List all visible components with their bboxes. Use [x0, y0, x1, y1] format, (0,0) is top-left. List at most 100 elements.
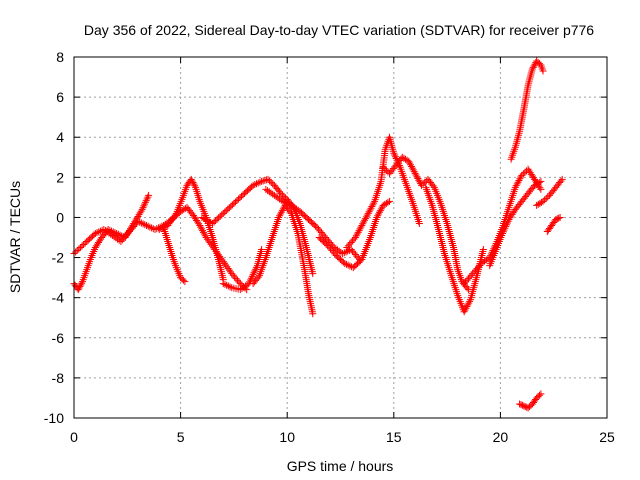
data-point — [381, 165, 389, 173]
data-point — [476, 261, 484, 269]
data-point — [376, 207, 384, 215]
data-point — [229, 271, 237, 279]
data-point — [251, 267, 259, 275]
data-point — [114, 230, 122, 238]
series-arc-16 — [533, 175, 566, 209]
data-point — [544, 193, 552, 201]
data-point — [352, 232, 360, 240]
data-point — [218, 211, 226, 219]
data-point — [148, 224, 156, 232]
data-point — [266, 177, 274, 185]
y-axis-label: SDTVAR / TECUs — [7, 181, 23, 293]
data-point — [267, 178, 275, 186]
data-point — [249, 271, 257, 279]
data-point — [281, 198, 289, 206]
data-point — [520, 402, 528, 410]
y-tick-label: 0 — [56, 209, 64, 225]
data-point — [125, 227, 133, 235]
data-point — [360, 218, 368, 226]
data-point — [523, 403, 531, 411]
data-point — [117, 238, 125, 246]
series-arc-15 — [507, 57, 547, 163]
data-point — [226, 283, 234, 291]
data-point — [258, 246, 266, 254]
data-point — [354, 228, 362, 236]
data-point — [252, 180, 260, 188]
data-point — [406, 159, 414, 167]
y-tick-label: 4 — [56, 129, 64, 145]
data-point — [205, 217, 213, 225]
y-tick-label: -4 — [52, 290, 65, 306]
data-point — [536, 184, 544, 192]
data-point — [500, 226, 508, 234]
grid-lines — [74, 57, 607, 418]
data-point — [409, 166, 417, 174]
data-point — [139, 204, 147, 212]
data-point — [280, 192, 288, 200]
series-arc-1 — [70, 191, 153, 294]
data-point — [472, 266, 480, 274]
data-point — [187, 175, 195, 183]
data-point — [230, 199, 238, 207]
data-point — [518, 171, 526, 179]
data-point — [466, 297, 474, 305]
data-point — [462, 304, 470, 312]
data-point — [362, 213, 370, 221]
data-point — [124, 229, 132, 237]
data-point — [95, 228, 103, 236]
data-point — [349, 237, 357, 245]
data-point — [359, 220, 367, 228]
data-point — [116, 231, 124, 239]
data-point — [210, 218, 218, 226]
data-point — [282, 199, 290, 207]
data-point — [379, 163, 387, 171]
data-point — [419, 180, 427, 188]
data-point — [139, 220, 147, 228]
data-point — [535, 391, 543, 399]
data-point — [429, 182, 437, 190]
data-point — [222, 207, 230, 215]
data-point — [340, 249, 348, 257]
data-point — [190, 180, 198, 188]
data-point — [179, 276, 187, 284]
data-point — [171, 211, 179, 219]
data-point — [269, 180, 277, 188]
data-point — [123, 231, 131, 239]
data-point — [224, 205, 232, 213]
data-point — [353, 230, 361, 238]
data-point — [277, 189, 285, 197]
data-point — [138, 205, 146, 213]
data-point — [512, 182, 520, 190]
data-point — [411, 169, 419, 177]
data-point — [75, 284, 83, 292]
data-point — [363, 211, 371, 219]
data-point — [344, 261, 352, 269]
data-point — [130, 222, 138, 230]
x-tick-label: 10 — [279, 429, 295, 445]
data-point — [233, 197, 241, 205]
data-point — [309, 270, 317, 278]
data-point — [238, 192, 246, 200]
data-point — [141, 198, 149, 206]
data-point — [247, 276, 255, 284]
data-point — [361, 215, 369, 223]
data-point — [216, 212, 224, 220]
data-point — [219, 280, 227, 288]
data-point — [282, 194, 290, 202]
data-point — [368, 203, 376, 211]
data-point — [142, 221, 150, 229]
data-point — [339, 250, 347, 258]
data-point — [347, 239, 355, 247]
data-point — [224, 282, 232, 290]
data-point — [215, 214, 223, 222]
data-point — [535, 178, 543, 186]
data-point — [232, 275, 240, 283]
data-point — [346, 240, 354, 248]
data-point — [209, 219, 217, 227]
data-point — [127, 226, 135, 234]
data-point — [136, 218, 144, 226]
data-point — [278, 191, 286, 199]
data-point — [558, 175, 566, 183]
data-point — [539, 67, 547, 75]
